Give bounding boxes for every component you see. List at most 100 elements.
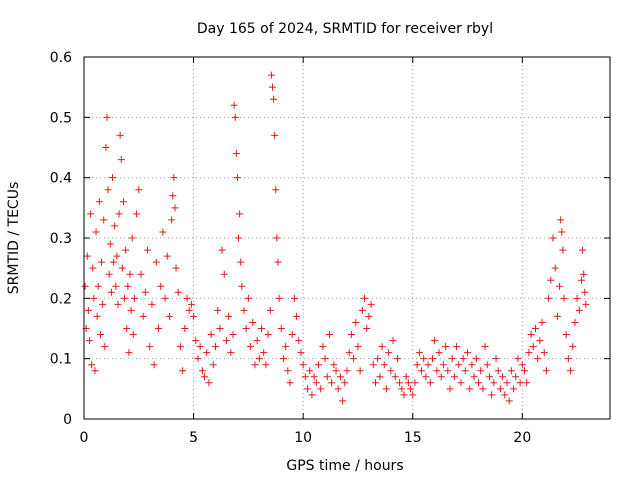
data-point [514, 355, 522, 363]
data-point [461, 367, 469, 375]
y-tick-labels: 0 0.1 0.2 0.3 0.4 0.5 0.6 [50, 50, 72, 428]
data-point [341, 379, 349, 387]
data-point [356, 367, 364, 375]
data-point [475, 379, 482, 387]
data-point [165, 312, 173, 320]
data-point [139, 312, 147, 320]
data-point [431, 337, 439, 345]
data-point [93, 312, 101, 320]
data-point [435, 349, 443, 357]
data-point [152, 258, 160, 266]
data-point [562, 331, 570, 339]
data-point [442, 343, 450, 351]
data-point [350, 355, 358, 363]
data-point [171, 204, 179, 212]
data-point [464, 349, 472, 357]
data-point [128, 234, 136, 242]
data-point [347, 331, 355, 339]
chart-title: Day 165 of 2024, SRMTID for receiver rby… [197, 21, 493, 37]
data-point [496, 385, 504, 393]
y-tick-label: 0.5 [50, 110, 72, 126]
data-point [107, 288, 115, 296]
x-tick-label: 5 [189, 430, 198, 446]
data-point [159, 228, 167, 236]
data-point [187, 300, 195, 308]
data-point [229, 331, 237, 339]
data-point [103, 113, 111, 121]
data-point [268, 83, 276, 91]
data-point [92, 228, 100, 236]
data-point [231, 113, 239, 121]
data-point [527, 331, 535, 339]
data-point [235, 234, 243, 242]
data-point [271, 131, 279, 139]
data-point [101, 343, 109, 351]
data-point [220, 270, 228, 278]
data-point [507, 367, 515, 375]
data-point [207, 331, 215, 339]
data-point [499, 373, 507, 381]
data-point [216, 325, 224, 332]
data-point [115, 210, 123, 218]
data-point [227, 349, 235, 357]
plot-frame [83, 56, 611, 420]
data-point [81, 282, 89, 290]
data-point [155, 325, 163, 332]
data-point [240, 306, 248, 314]
data-point [133, 210, 141, 218]
data-point [433, 367, 441, 375]
data-point [536, 337, 544, 345]
data-point [361, 294, 369, 302]
data-point [579, 246, 587, 254]
x-axis-title: GPS time / hours [286, 458, 403, 474]
data-point [330, 361, 338, 369]
y-tick-label: 0 [63, 412, 72, 428]
data-point [88, 361, 96, 369]
data-point [549, 234, 557, 242]
data-point [258, 325, 266, 332]
x-tick-labels: 0 5 10 15 20 [80, 430, 532, 446]
data-point [266, 306, 274, 314]
data-point [418, 367, 426, 375]
data-point [267, 71, 275, 79]
data-point [122, 246, 130, 254]
data-point [521, 367, 529, 375]
data-point [192, 337, 200, 345]
x-tick-label: 0 [80, 430, 89, 446]
data-point [274, 258, 282, 266]
data-point [457, 379, 465, 387]
data-point [275, 294, 283, 302]
data-point [448, 355, 456, 363]
data-point [209, 361, 217, 369]
data-point [323, 373, 331, 381]
x-tick-label: 20 [513, 430, 531, 446]
data-point [407, 385, 415, 393]
data-point [510, 385, 518, 393]
data-point [325, 331, 333, 339]
data-point [363, 325, 371, 332]
x-tick-label: 10 [294, 430, 312, 446]
data-point [262, 361, 270, 369]
data-point [567, 367, 575, 375]
data-point [334, 385, 342, 393]
data-point [282, 343, 290, 351]
data-point [277, 325, 285, 332]
data-point [146, 343, 154, 351]
data-point [176, 343, 184, 351]
data-point [201, 373, 209, 381]
data-point [531, 325, 539, 332]
data-point [279, 355, 287, 363]
data-point [126, 270, 134, 278]
y-axis-title: SRMTID / TECUs [6, 182, 22, 295]
data-point [247, 343, 255, 351]
data-point [135, 186, 143, 194]
data-point [569, 343, 577, 351]
data-point [382, 385, 390, 393]
data-point [424, 361, 432, 369]
data-point [391, 373, 399, 381]
data-point [95, 198, 103, 206]
data-point [87, 210, 95, 218]
data-point [505, 397, 513, 405]
data-point [238, 282, 246, 290]
data-point [179, 367, 187, 375]
